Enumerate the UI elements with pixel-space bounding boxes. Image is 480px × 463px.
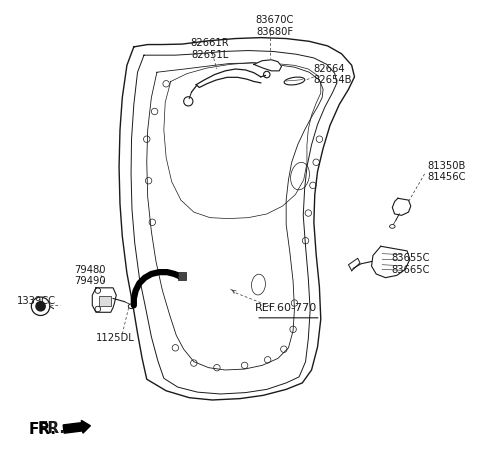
Circle shape bbox=[31, 297, 50, 315]
Polygon shape bbox=[196, 69, 261, 88]
Text: FR.: FR. bbox=[38, 421, 66, 436]
Text: 1125DL: 1125DL bbox=[96, 333, 135, 343]
Bar bbox=[99, 296, 111, 307]
FancyArrow shape bbox=[63, 420, 90, 433]
Polygon shape bbox=[92, 288, 116, 312]
Polygon shape bbox=[392, 198, 411, 215]
Circle shape bbox=[184, 97, 193, 106]
Text: 82661R
82651L: 82661R 82651L bbox=[191, 38, 229, 60]
Polygon shape bbox=[372, 246, 410, 278]
Text: 1339CC: 1339CC bbox=[16, 296, 56, 306]
Polygon shape bbox=[348, 258, 360, 271]
Polygon shape bbox=[254, 60, 282, 71]
Text: 81350B
81456C: 81350B 81456C bbox=[427, 161, 466, 182]
Ellipse shape bbox=[390, 225, 395, 228]
Circle shape bbox=[264, 71, 270, 78]
Text: 82664
82654B: 82664 82654B bbox=[314, 64, 352, 85]
Text: REF.60-770: REF.60-770 bbox=[255, 303, 317, 313]
Ellipse shape bbox=[284, 77, 305, 85]
Text: 83655C
83665C: 83655C 83665C bbox=[392, 253, 430, 275]
Circle shape bbox=[36, 302, 45, 311]
Ellipse shape bbox=[128, 304, 135, 308]
Bar bbox=[178, 272, 186, 280]
Text: 83670C
83680F: 83670C 83680F bbox=[255, 15, 294, 37]
Text: 79480
79490: 79480 79490 bbox=[74, 264, 106, 286]
Text: FR.: FR. bbox=[29, 422, 57, 437]
